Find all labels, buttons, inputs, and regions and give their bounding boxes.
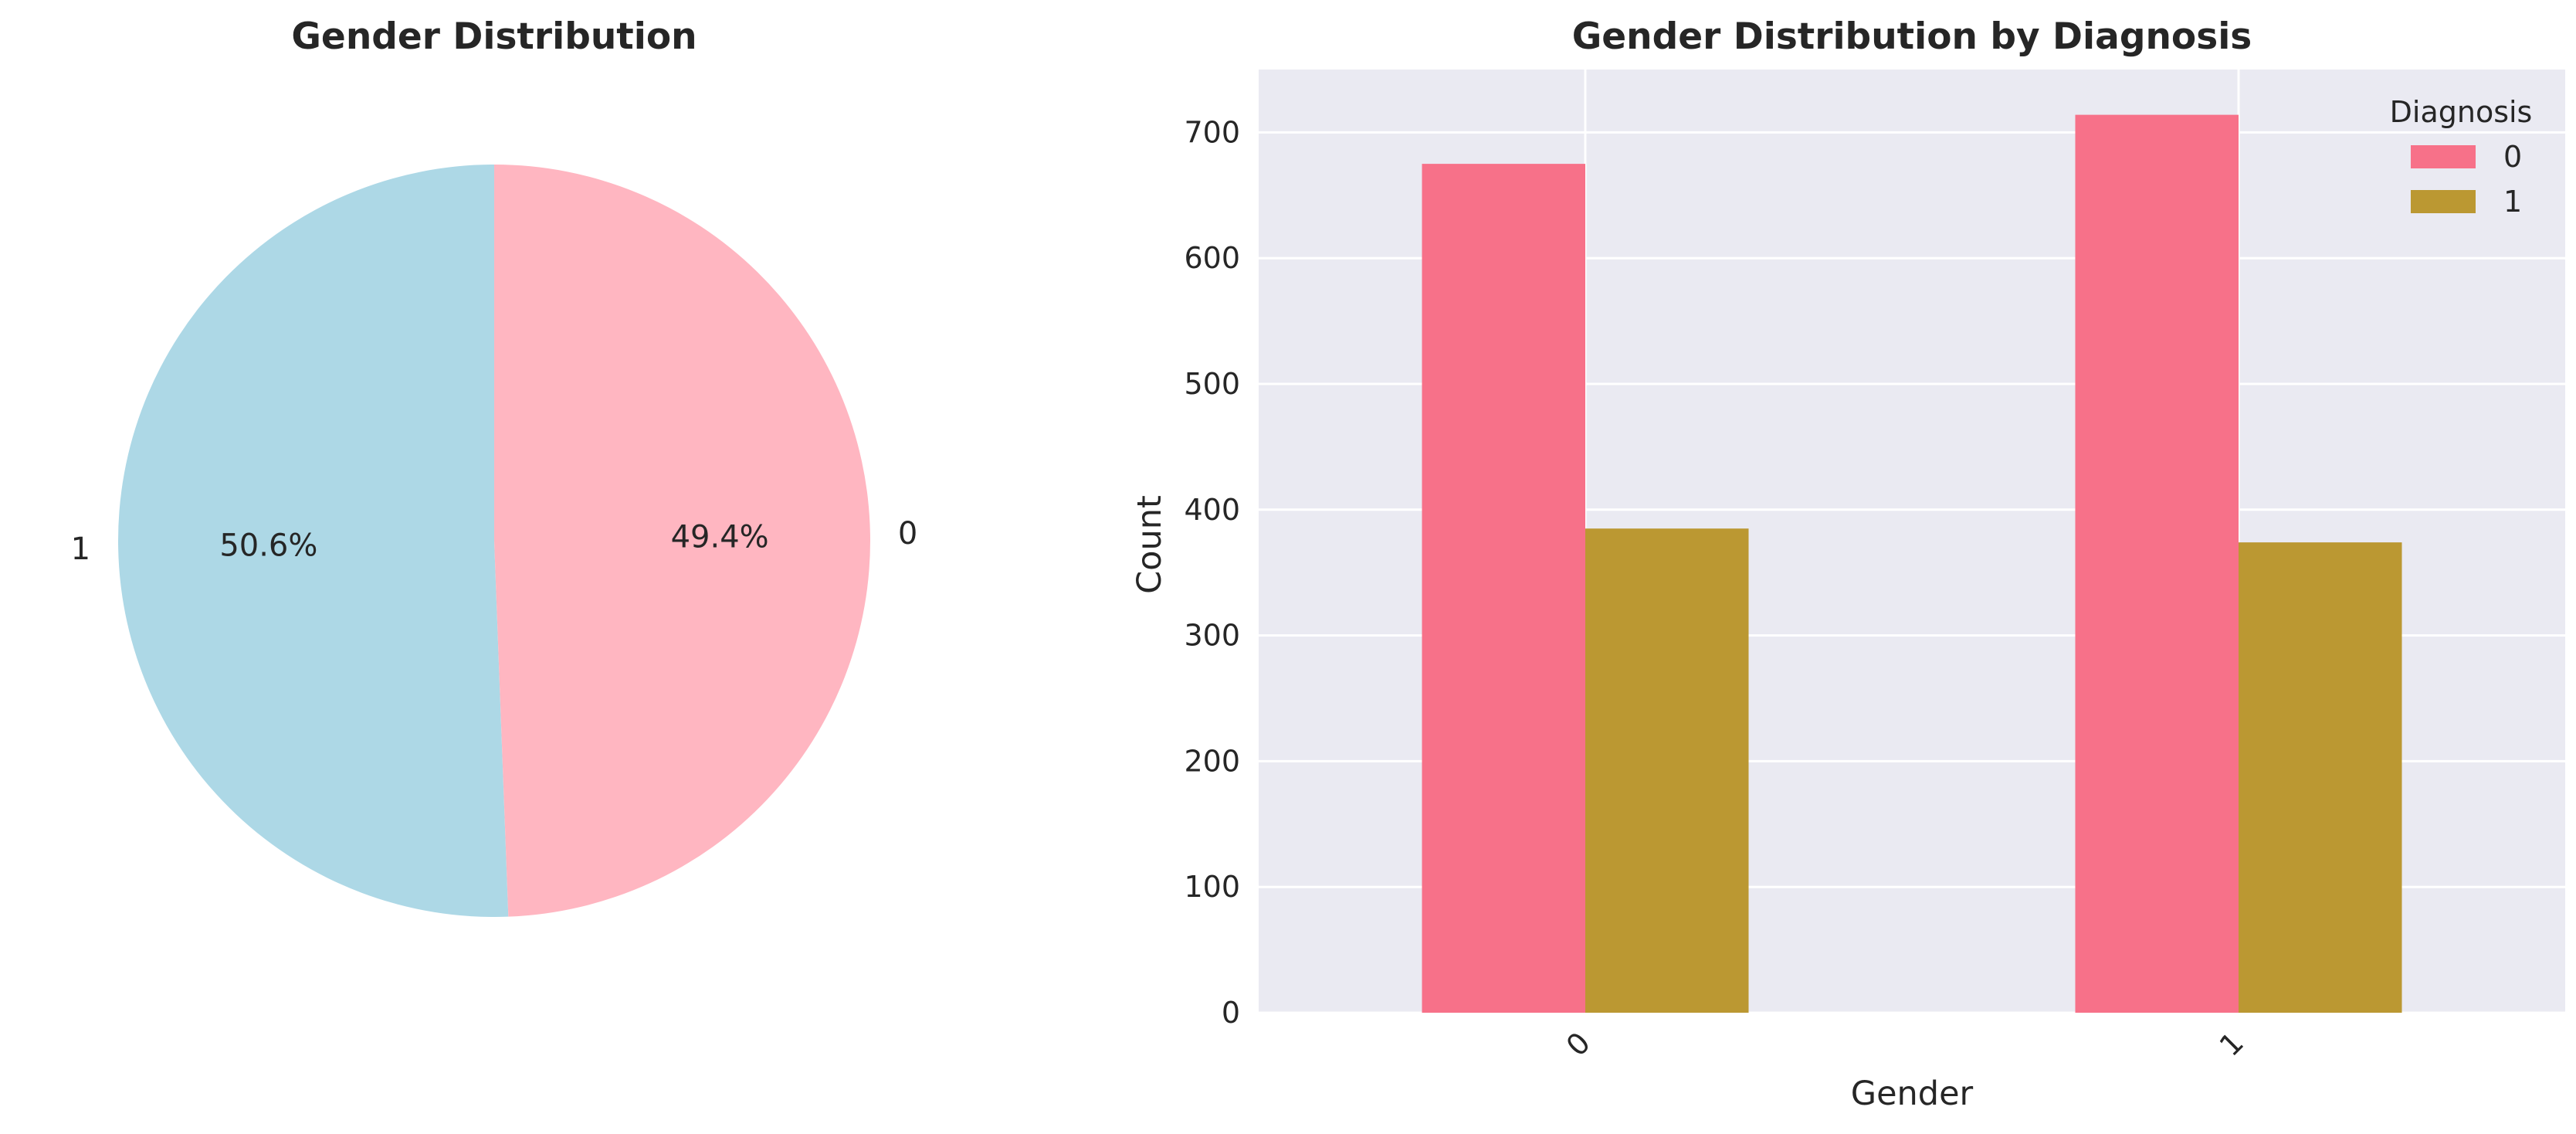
legend: Diagnosis 0 1 xyxy=(2390,95,2533,219)
y-tick-label: 500 xyxy=(1184,367,1240,401)
pie-slice-1 xyxy=(118,165,509,917)
y-tick-label: 300 xyxy=(1184,619,1240,653)
pie-label-0: 0 xyxy=(898,516,917,552)
y-axis-label: Count xyxy=(1130,495,1169,594)
bar-gender-0-diagnosis-0 xyxy=(1422,164,1585,1013)
pie-slice-0 xyxy=(494,165,871,917)
bar-gender-0-diagnosis-1 xyxy=(1585,528,1749,1013)
x-tick-label: 0 xyxy=(1560,1026,1597,1063)
legend-swatch-0 xyxy=(2411,145,2476,168)
legend-label-1: 1 xyxy=(2503,185,2522,219)
y-tick-label: 100 xyxy=(1184,870,1240,904)
pie-pct-1: 50.6% xyxy=(219,528,317,564)
y-tick-label: 0 xyxy=(1222,996,1240,1030)
x-axis-label: Gender xyxy=(1851,1075,1974,1113)
y-tick-label: 700 xyxy=(1184,115,1240,149)
x-tick-label: 1 xyxy=(2213,1026,2250,1063)
pie-chart-title: Gender Distribution xyxy=(291,15,697,58)
pie-chart: Gender Distribution 1 50.6% 0 49.4% xyxy=(71,15,917,917)
bar-chart: Gender Distribution by Diagnosis 0100200… xyxy=(1130,15,2565,1113)
pie-pct-0: 49.4% xyxy=(671,519,769,555)
bar-gender-1-diagnosis-1 xyxy=(2239,542,2402,1013)
bar-chart-title: Gender Distribution by Diagnosis xyxy=(1572,15,2252,58)
pie-label-1: 1 xyxy=(71,531,90,567)
legend-label-0: 0 xyxy=(2503,140,2522,174)
legend-swatch-1 xyxy=(2411,190,2476,213)
y-tick-label: 600 xyxy=(1184,241,1240,275)
y-tick-label: 200 xyxy=(1184,744,1240,778)
y-tick-label: 400 xyxy=(1184,493,1240,527)
bar-gender-1-diagnosis-0 xyxy=(2075,114,2239,1013)
legend-title: Diagnosis xyxy=(2390,95,2533,129)
